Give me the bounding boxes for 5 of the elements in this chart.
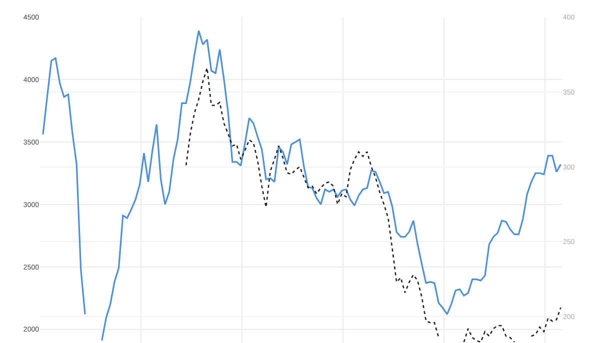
line-series bbox=[530, 306, 562, 337]
line-series bbox=[185, 67, 440, 338]
line-series bbox=[101, 30, 562, 342]
line-series bbox=[42, 57, 86, 316]
line-series bbox=[463, 324, 516, 343]
